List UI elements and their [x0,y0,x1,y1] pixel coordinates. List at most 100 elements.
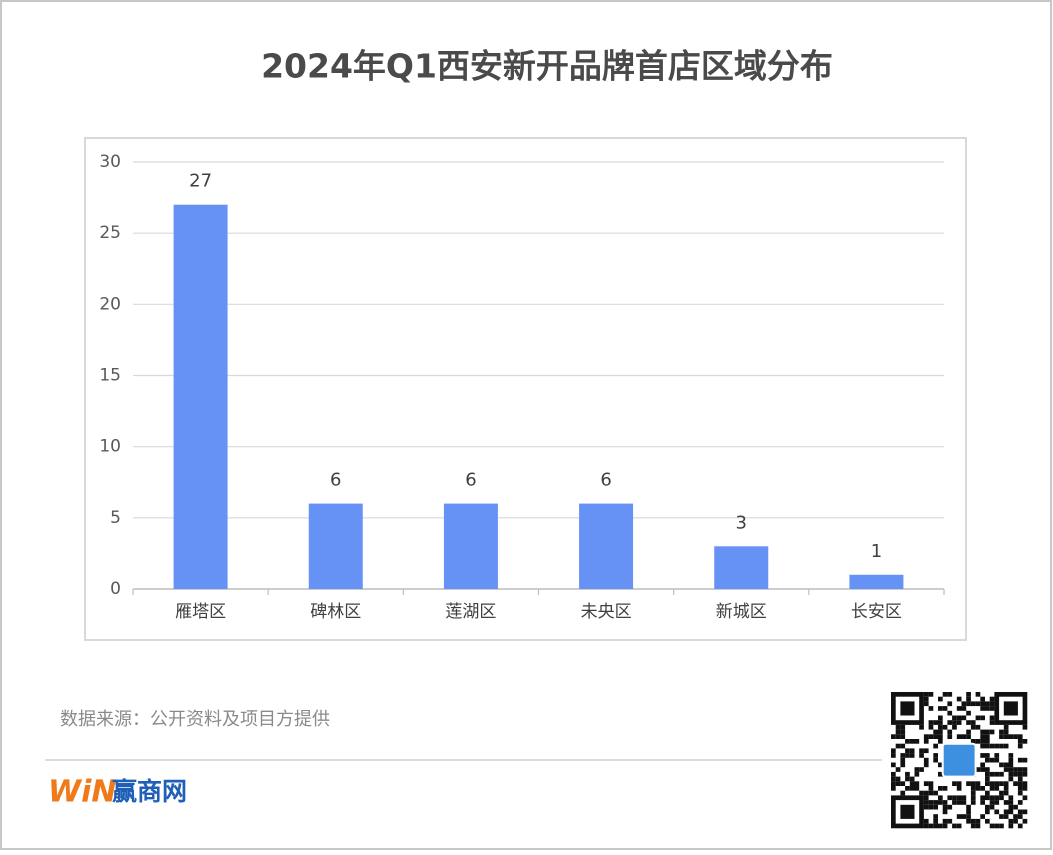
qr-module [952,720,957,725]
qr-module [980,753,985,758]
qr-finder [994,691,1028,725]
qr-module [933,743,938,749]
qr-module [989,800,995,805]
qr-module [938,734,943,739]
logo-mark: WiN [48,775,116,810]
qr-module [900,743,906,749]
qr-module [961,800,967,805]
y-tick-label: 20 [99,294,121,314]
qr-module [966,696,971,702]
qr-module [961,795,967,801]
qr-module [923,696,929,702]
qr-module [923,734,929,739]
qr-module [942,706,948,711]
qr-module [909,776,915,782]
qr-module [989,786,995,791]
data-label: 6 [330,470,341,491]
qr-module [891,786,896,791]
data-label: 6 [465,470,476,491]
qr-finder-core [1003,701,1018,716]
qr-module [900,753,906,758]
qr-module [938,706,943,711]
qr-module [1013,804,1018,810]
qr-module [956,720,962,725]
qr-module [985,739,990,744]
qr-module [1017,776,1023,782]
qr-module [956,823,962,829]
x-tick-label: 未央区 [581,602,632,622]
qr-module [923,804,929,810]
qr-module [980,701,985,707]
qr-module [966,814,971,819]
x-tick-label: 长安区 [851,602,902,622]
qr-module [895,734,901,739]
qr-module [1013,734,1018,739]
bar [173,204,228,589]
data-label: 6 [600,470,611,491]
qr-module [1022,757,1028,763]
qr-module [947,804,953,810]
qr-module [1017,743,1023,749]
qr-module [966,720,971,725]
qr-finder-core [900,701,915,716]
qr-module [985,804,990,810]
qr-module [985,701,990,707]
qr-module [1022,771,1028,777]
qr-module [1008,767,1014,772]
y-tick-label: 25 [99,223,121,243]
qr-module [952,823,957,829]
qr-module [933,729,938,735]
qr-module [961,706,967,711]
qr-module [980,767,985,772]
qr-module [985,771,990,777]
qr-module [1017,734,1023,739]
qr-module [1003,743,1009,749]
qr-module [900,724,906,730]
qr-module [905,748,910,754]
qr-module [905,771,910,777]
qr-module [975,739,981,744]
qr-module [933,804,938,810]
qr-module [933,814,938,819]
qr-module [1022,781,1028,786]
qr-module [895,767,901,772]
data-label: 27 [189,171,212,192]
qr-module [1003,734,1009,739]
qr-module [970,781,976,786]
qr-module [985,753,990,758]
x-tick-label: 新城区 [716,602,767,622]
qr-module [966,710,971,716]
qr-module [938,762,943,768]
qr-module [909,753,915,758]
qr-module [956,781,962,786]
qr-module [975,701,981,707]
qr-module [970,823,976,829]
qr-module [970,786,976,791]
qr-module [928,804,934,810]
qr-module [905,753,910,758]
qr-module [1022,724,1028,730]
qr-module [909,786,915,791]
qr-module [1017,781,1023,786]
y-tick-label: 30 [99,152,121,172]
qr-module [928,734,934,739]
qr-module [989,720,995,725]
qr-module [985,790,990,796]
qr-module [1003,814,1009,819]
qr-module [985,729,990,735]
qr-module [923,823,929,829]
y-tick-label: 0 [110,579,121,599]
qr-module [980,814,985,819]
qr-module [1017,809,1023,815]
qr-module [980,715,985,721]
qr-module [1013,781,1018,786]
qr-code [888,689,1031,832]
qr-module [1017,800,1023,805]
source-note: 数据来源：公开资料及项目方提供 [60,709,330,730]
data-label: 1 [871,541,882,562]
qr-module [966,804,971,810]
qr-module [1017,814,1023,819]
qr-module [970,818,976,824]
qr-module [975,692,981,697]
qr-module [961,715,967,721]
